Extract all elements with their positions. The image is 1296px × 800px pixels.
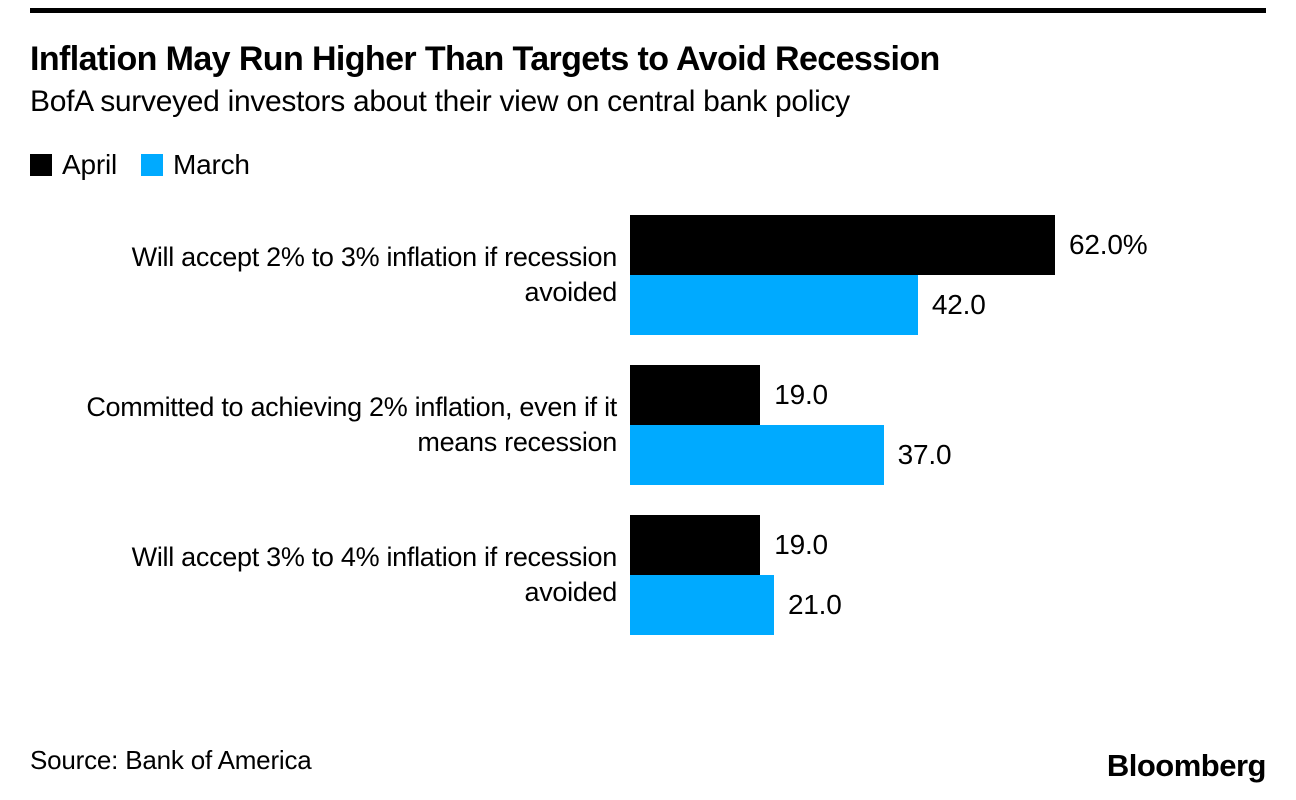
chart-title: Inflation May Run Higher Than Targets to…: [30, 40, 940, 78]
value-label: 21.0: [787, 589, 842, 620]
bar-march: [630, 425, 884, 485]
category-label-line: Committed to achieving 2% inflation, eve…: [86, 392, 617, 422]
category-label-line: avoided: [524, 277, 618, 307]
source-note: Source: Bank of America: [30, 745, 312, 775]
bar-april: [630, 515, 761, 575]
category-label-line: means recession: [417, 427, 617, 457]
top-rule: [30, 8, 1266, 13]
legend-label-march: March: [173, 149, 250, 180]
april-swatch-icon: [30, 154, 52, 176]
value-label: 62.0%: [1069, 229, 1148, 260]
bar-group: Committed to achieving 2% inflation, eve…: [30, 365, 1266, 485]
category-label: Committed to achieving 2% inflation, eve…: [30, 365, 630, 485]
chart-subtitle: BofA surveyed investors about their view…: [30, 85, 850, 118]
bar-march: [630, 275, 918, 335]
bar-chart: Will accept 2% to 3% inflation if recess…: [30, 215, 1266, 665]
bar-row: 37.0: [630, 425, 1266, 485]
bar-group: Will accept 3% to 4% inflation if recess…: [30, 515, 1266, 635]
bar-april: [630, 365, 761, 425]
value-label: 19.0: [774, 529, 828, 560]
bar-pair: 19.0 37.0: [630, 365, 1266, 485]
legend: April March: [30, 149, 250, 181]
bar-group: Will accept 2% to 3% inflation if recess…: [30, 215, 1266, 335]
value-label: 19.0: [774, 379, 828, 410]
legend-label-april: April: [62, 149, 118, 180]
bar-row: 19.0: [630, 515, 1266, 575]
bar-row: 19.0: [630, 365, 1266, 425]
legend-item-april: April: [30, 149, 117, 181]
bloomberg-logo: Bloomberg: [1106, 748, 1267, 783]
value-label: 42.0: [931, 289, 986, 320]
bar-pair: 62.0% 42.0: [630, 215, 1266, 335]
bar-march: [630, 575, 774, 635]
bar-april: [630, 215, 1055, 275]
bar-pair: 19.0 21.0: [630, 515, 1266, 635]
bar-row: 42.0: [630, 275, 1266, 335]
category-label: Will accept 2% to 3% inflation if recess…: [30, 215, 630, 335]
bar-row: 21.0: [630, 575, 1266, 635]
legend-item-march: March: [141, 149, 250, 181]
category-label-line: Will accept 3% to 4% inflation if recess…: [131, 542, 618, 572]
march-swatch-icon: [141, 154, 164, 176]
bar-row: 62.0%: [630, 215, 1266, 275]
category-label: Will accept 3% to 4% inflation if recess…: [30, 515, 630, 635]
value-label: 37.0: [897, 439, 952, 470]
category-label-line: Will accept 2% to 3% inflation if recess…: [131, 242, 618, 272]
category-label-line: avoided: [524, 577, 618, 607]
